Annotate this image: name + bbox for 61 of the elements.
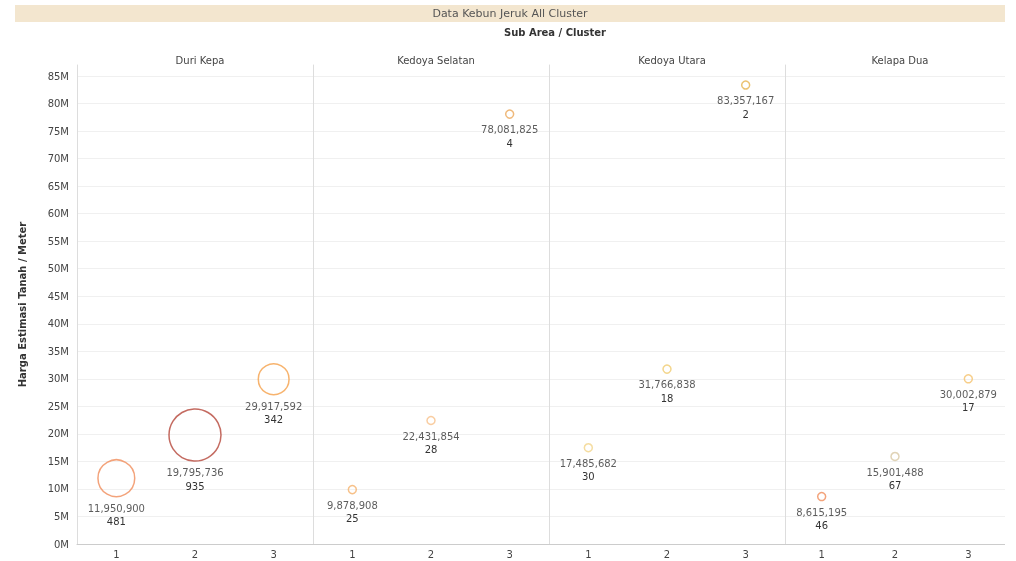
annotation: 25 xyxy=(345,513,359,525)
y-tick-label: 60M xyxy=(47,208,69,220)
annotation: 46 xyxy=(815,520,829,532)
data-label: 11,950,900 xyxy=(87,502,145,514)
data-label: 78,081,825 xyxy=(481,124,539,136)
data-label: 22,431,854 xyxy=(402,430,460,442)
annotation: 2 xyxy=(742,108,749,120)
x-tick-label: 2 xyxy=(191,548,199,560)
chart-title: Kedoya Selatan xyxy=(397,54,475,66)
y-tick-label: 50M xyxy=(47,263,69,275)
chart-title: Duri Kepa xyxy=(175,54,225,66)
annotation: 30 xyxy=(581,471,595,483)
annotation: 28 xyxy=(424,444,438,455)
data-label: 8,615,195 xyxy=(796,506,848,518)
y-tick-label: 55M xyxy=(47,235,69,247)
x-tick-label: 2 xyxy=(663,548,671,560)
y-tick-label: 80M xyxy=(47,98,69,110)
y-tick-label: 35M xyxy=(47,345,69,357)
x-tick-label: 3 xyxy=(270,548,277,560)
data-label: 83,357,167 xyxy=(717,95,775,107)
x-tick-label: 2 xyxy=(891,548,899,560)
data-label: 15,901,488 xyxy=(866,466,924,478)
y-axis-title: Harga Estimasi Tanah / Meter xyxy=(16,221,28,388)
data-label: 30,002,879 xyxy=(939,389,997,401)
annotation: 935 xyxy=(185,480,205,492)
y-tick-label: 40M xyxy=(47,318,69,330)
x-tick-label: 1 xyxy=(349,548,356,560)
y-tick-label: 20M xyxy=(47,428,69,440)
data-label: 19,795,736 xyxy=(166,467,224,479)
x-tick-label: 3 xyxy=(742,548,749,560)
x-tick-label: 3 xyxy=(965,548,972,560)
text: Sub Area / Cluster xyxy=(502,27,608,38)
annotation: 18 xyxy=(660,392,674,404)
y-tick-label: 70M xyxy=(47,153,69,165)
y-tick-label: 15M xyxy=(47,455,69,467)
x-tick-label: 3 xyxy=(506,548,513,560)
chart-title: Kelapa Dua xyxy=(871,54,929,66)
annotation: 342 xyxy=(264,414,284,426)
x-tick-label: 1 xyxy=(113,548,120,560)
data-label: 9,878,908 xyxy=(326,499,378,511)
x-tick-label: 1 xyxy=(585,548,592,560)
y-tick-label: 85M xyxy=(47,70,69,82)
annotation: 481 xyxy=(106,516,126,528)
y-tick-label: 0M xyxy=(54,538,69,550)
x-tick-label: 2 xyxy=(427,548,435,560)
y-tick-label: 5M xyxy=(54,510,69,522)
x-tick-label: 1 xyxy=(818,548,825,560)
data-label: 29,917,592 xyxy=(245,400,303,412)
data-label: 31,766,838 xyxy=(638,379,696,391)
annotation: 67 xyxy=(888,479,902,491)
y-tick-label: 10M xyxy=(47,483,69,495)
annotation: 17 xyxy=(961,402,975,414)
text: Data Kebun Jeruk All Cluster xyxy=(15,5,1005,22)
annotation: 4 xyxy=(506,137,513,149)
chart-title: Kedoya Utara xyxy=(638,54,706,66)
y-tick-label: 45M xyxy=(47,290,69,302)
data-label: 17,485,682 xyxy=(559,457,617,469)
y-tick-label: 65M xyxy=(47,180,69,192)
y-tick-label: 25M xyxy=(47,400,69,412)
y-tick-label: 30M xyxy=(47,373,69,385)
y-tick-label: 75M xyxy=(47,125,69,137)
